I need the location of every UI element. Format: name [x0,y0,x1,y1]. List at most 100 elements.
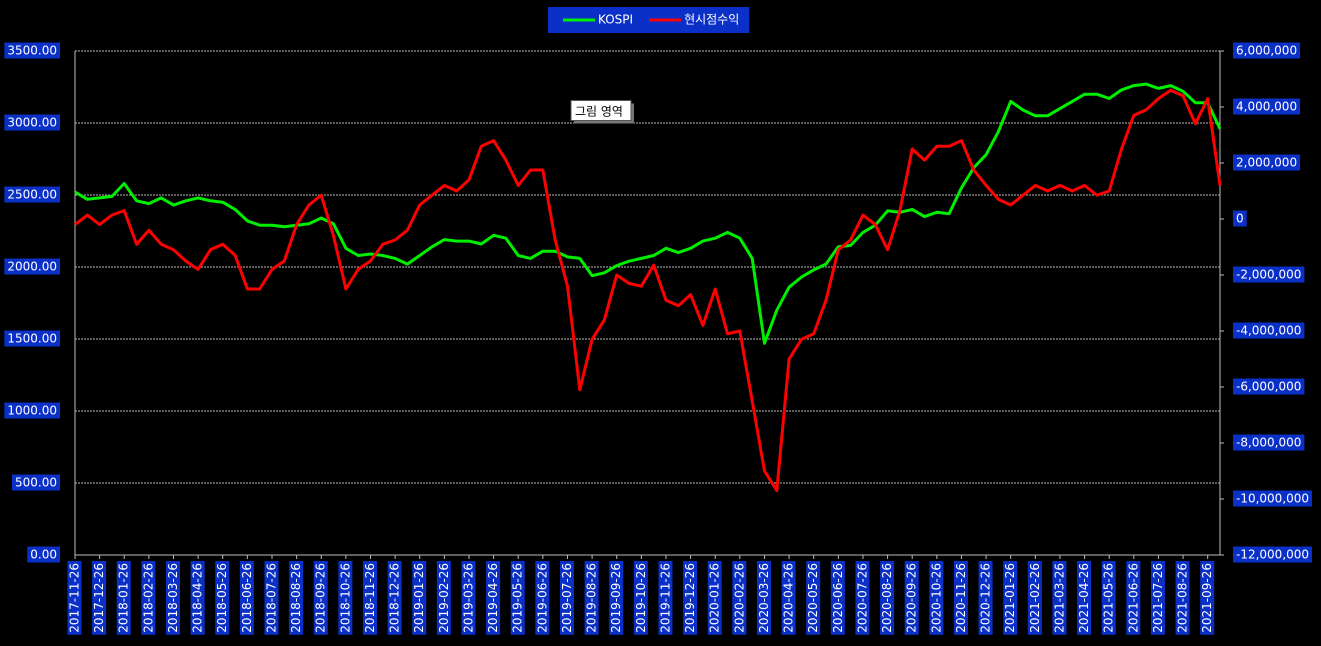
label-box [806,561,821,635]
x-tick-label: 2021-03-26 [1052,563,1066,633]
label-box [27,546,60,563]
label-box [215,561,230,635]
label-box [756,561,771,635]
label-box [165,561,180,635]
label-box [855,561,870,635]
label-box [830,561,845,635]
y2-tick-label: -4,000,000 [1236,324,1301,338]
label-box [683,561,698,635]
series-line [74,82,1222,345]
label-box [707,561,722,635]
label-box [239,561,254,635]
x-tick-label: 2020-05-26 [806,563,820,633]
label-box [1233,490,1313,507]
label-box [4,114,60,131]
label-box [1233,266,1305,283]
x-tick-label: 2018-02-26 [141,563,155,633]
label-box [732,561,747,635]
label-box [1233,434,1305,451]
x-tick-label: 2017-12-26 [92,563,106,633]
label-box [609,561,624,635]
x-tick-label: 2019-12-26 [683,563,697,633]
label-box [658,561,673,635]
x-tick-label: 2021-07-26 [1151,563,1165,633]
x-tick-label: 2018-07-26 [264,563,278,633]
x-tick-label: 2020-10-26 [929,563,943,633]
x-tick-label: 2019-03-26 [461,563,475,633]
label-box [387,561,402,635]
label-box [584,561,599,635]
x-tick-label: 2018-10-26 [338,563,352,633]
x-tick-label: 2020-02-26 [732,563,746,633]
x-tick-label: 2021-08-26 [1176,563,1190,633]
y2-tick-label: 4,000,000 [1236,100,1297,114]
y-tick-label: 0.00 [30,548,57,562]
x-tick-label: 2021-02-26 [1028,563,1042,633]
y2-tick-label: 2,000,000 [1236,156,1297,170]
x-tick-label: 2018-06-26 [240,563,254,633]
label-box [1101,561,1116,635]
x-tick-label: 2020-03-26 [757,563,771,633]
x-tick-label: 2021-01-26 [1003,563,1017,633]
label-box [1003,561,1018,635]
y-tick-label: 2500.00 [7,188,57,202]
x-tick-label: 2020-06-26 [831,563,845,633]
x-tick-label: 2018-11-26 [363,563,377,633]
legend-label: 현시점수익 [684,13,739,27]
x-tick-label: 2018-03-26 [166,563,180,633]
label-box [1233,546,1313,563]
y-tick-label: 3500.00 [7,44,57,58]
y2-tick-label: -10,000,000 [1236,492,1309,506]
x-tick-label: 2018-09-26 [314,563,328,633]
x-tick-label: 2021-04-26 [1077,563,1091,633]
x-tick-label: 2018-08-26 [289,563,303,633]
x-tick-label: 2019-07-26 [560,563,574,633]
label-box [1052,561,1067,635]
label-box [1200,561,1215,635]
label-box [4,402,60,419]
y2-tick-label: -12,000,000 [1236,548,1309,562]
x-tick-label: 2020-01-26 [708,563,722,633]
label-box [1233,154,1301,171]
y2-tick-label: 0 [1236,212,1244,226]
label-box [953,561,968,635]
x-tick-label: 2020-12-26 [979,563,993,633]
label-box [116,561,131,635]
label-box [4,330,60,347]
x-tick-label: 2020-04-26 [782,563,796,633]
label-box [1126,561,1141,635]
x-tick-label: 2020-07-26 [855,563,869,633]
x-tick-label: 2019-01-26 [412,563,426,633]
x-tick-label: 2019-10-26 [634,563,648,633]
x-tick-label: 2018-12-26 [388,563,402,633]
x-tick-label: 2017-11-26 [68,563,82,633]
label-box [141,561,156,635]
label-box [1027,561,1042,635]
x-tick-label: 2019-11-26 [658,563,672,633]
label-box [12,474,60,491]
label-box [1077,561,1092,635]
series-line [74,88,1222,493]
label-box [535,561,550,635]
label-box [781,561,796,635]
label-box [289,561,304,635]
y-tick-label: 1500.00 [7,332,57,346]
tooltip-box [570,100,632,121]
x-tick-label: 2019-06-26 [535,563,549,633]
label-box [4,258,60,275]
y2-tick-label: -8,000,000 [1236,436,1301,450]
y-tick-label: 1000.00 [7,404,57,418]
label-box [633,561,648,635]
y2-tick-label: -2,000,000 [1236,268,1301,282]
y2-tick-label: -6,000,000 [1236,380,1301,394]
x-tick-label: 2019-09-26 [609,563,623,633]
x-tick-label: 2020-08-26 [880,563,894,633]
label-box [461,561,476,635]
label-box [412,561,427,635]
label-box [362,561,377,635]
label-box [67,561,82,635]
label-box [313,561,328,635]
label-box [4,42,60,59]
label-box [486,561,501,635]
